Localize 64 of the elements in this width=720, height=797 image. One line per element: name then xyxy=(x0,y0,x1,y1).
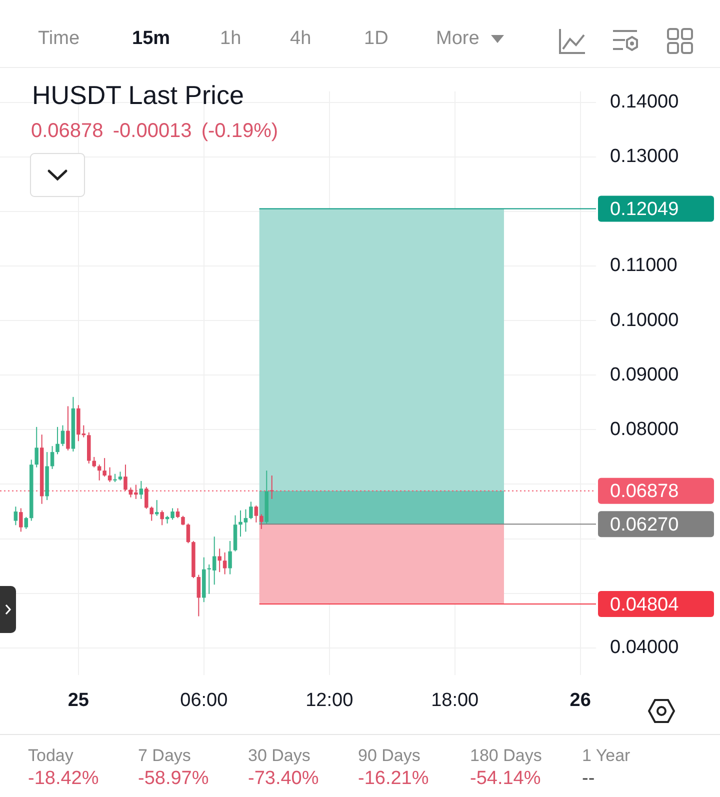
text: 180 Days xyxy=(470,746,542,766)
text: 0.06878 -0.00013 (-0.19%) xyxy=(31,120,278,143)
ref-line-label: 0.06878 xyxy=(610,481,679,502)
candlestick xyxy=(108,466,112,483)
x-tick-label: 06:00 xyxy=(180,690,228,711)
candlestick xyxy=(260,514,264,530)
text: Time xyxy=(38,28,80,50)
text: 1h xyxy=(220,28,242,50)
chart-title: HUSDT Last Price xyxy=(32,80,244,111)
y-tick-label: 0.13000 xyxy=(610,146,679,168)
candlestick xyxy=(176,508,180,519)
ref-line-label: 0.06270 xyxy=(610,514,679,536)
candlestick xyxy=(228,540,232,575)
x-tick-label: 18:00 xyxy=(431,690,479,711)
x-tick-label: 25 xyxy=(68,690,90,711)
candlestick xyxy=(50,446,54,470)
text: -73.40% xyxy=(248,768,319,790)
candlestick xyxy=(186,523,190,544)
candlestick xyxy=(254,505,258,523)
text: 4h xyxy=(290,28,312,50)
candlestick xyxy=(97,464,102,481)
candlestick xyxy=(56,426,60,455)
candlestick xyxy=(124,464,128,492)
candlestick xyxy=(196,574,201,617)
candlestick xyxy=(102,458,106,478)
text: -58.97% xyxy=(138,768,209,790)
text: 1 Year xyxy=(582,746,630,766)
y-tick-label: 0.04000 xyxy=(610,637,679,658)
candlestick xyxy=(249,501,253,520)
y-tick-label: 0.14000 xyxy=(610,92,679,113)
candlestick xyxy=(34,426,38,468)
candlestick xyxy=(270,475,274,500)
candlestick xyxy=(218,548,222,573)
text: 15m xyxy=(132,28,170,50)
ref-line-label: 0.12049 xyxy=(610,198,679,220)
y-tick-label: 0.11000 xyxy=(610,255,678,276)
candlestick xyxy=(139,480,144,500)
y-tick-label: 0.08000 xyxy=(610,418,679,440)
candlestick xyxy=(181,515,185,526)
text: 30 Days xyxy=(248,746,310,766)
text: -- xyxy=(582,768,595,790)
text: -54.14% xyxy=(470,768,541,790)
text: 7 Days xyxy=(138,746,191,766)
y-tick-label: 0.10000 xyxy=(610,310,679,331)
text: -18.42% xyxy=(28,768,99,790)
candlestick xyxy=(24,516,28,530)
text: 90 Days xyxy=(358,746,420,766)
candlestick xyxy=(222,552,227,575)
candlestick xyxy=(144,486,148,510)
x-tick-label: 26 xyxy=(570,690,591,711)
candlestick xyxy=(66,406,70,451)
candlestick xyxy=(160,510,164,526)
x-tick-label: 12:00 xyxy=(306,690,354,711)
text: 1D xyxy=(364,28,388,50)
text: Today xyxy=(28,746,74,766)
candlestick xyxy=(19,508,23,532)
candlestick xyxy=(14,506,18,526)
candlestick xyxy=(150,506,154,522)
y-tick-label: 0.09000 xyxy=(610,364,679,386)
ref-line-label: 0.04804 xyxy=(610,594,680,616)
text: -16.21% xyxy=(358,768,429,790)
candlestick xyxy=(60,424,65,447)
text: More xyxy=(436,28,480,50)
candlestick xyxy=(92,456,96,468)
